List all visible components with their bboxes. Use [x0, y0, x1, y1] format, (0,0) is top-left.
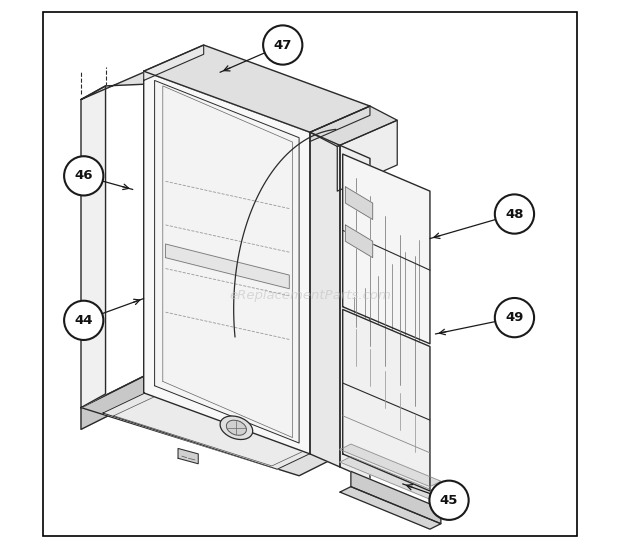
Polygon shape [310, 106, 370, 141]
Polygon shape [144, 45, 370, 132]
Text: 49: 49 [505, 311, 524, 324]
Polygon shape [340, 456, 441, 499]
Circle shape [495, 298, 534, 337]
Text: eReplacementParts.com: eReplacementParts.com [229, 289, 391, 302]
Circle shape [430, 481, 469, 520]
Circle shape [263, 25, 303, 65]
Polygon shape [343, 310, 430, 491]
Polygon shape [144, 45, 204, 81]
Polygon shape [178, 448, 198, 464]
Polygon shape [345, 187, 373, 220]
Text: 46: 46 [74, 169, 93, 182]
Circle shape [64, 301, 104, 340]
Text: 48: 48 [505, 208, 524, 220]
Polygon shape [340, 145, 370, 480]
Polygon shape [81, 361, 174, 430]
Polygon shape [310, 106, 397, 146]
Polygon shape [340, 487, 441, 529]
Ellipse shape [226, 420, 246, 435]
Polygon shape [154, 81, 299, 443]
Polygon shape [343, 154, 430, 344]
Text: 44: 44 [74, 314, 93, 327]
Ellipse shape [220, 416, 253, 439]
Polygon shape [340, 444, 441, 487]
Polygon shape [81, 86, 105, 408]
Polygon shape [163, 86, 293, 437]
Text: 47: 47 [273, 38, 292, 52]
Polygon shape [81, 72, 168, 100]
Polygon shape [351, 471, 441, 524]
Polygon shape [337, 120, 397, 191]
Polygon shape [113, 378, 353, 466]
Circle shape [495, 195, 534, 233]
Polygon shape [166, 244, 290, 289]
Polygon shape [81, 361, 392, 476]
Polygon shape [310, 132, 340, 467]
Text: 45: 45 [440, 494, 458, 507]
Polygon shape [103, 372, 365, 469]
Polygon shape [174, 361, 392, 451]
Polygon shape [345, 225, 373, 258]
Polygon shape [144, 71, 310, 454]
Circle shape [64, 156, 104, 196]
